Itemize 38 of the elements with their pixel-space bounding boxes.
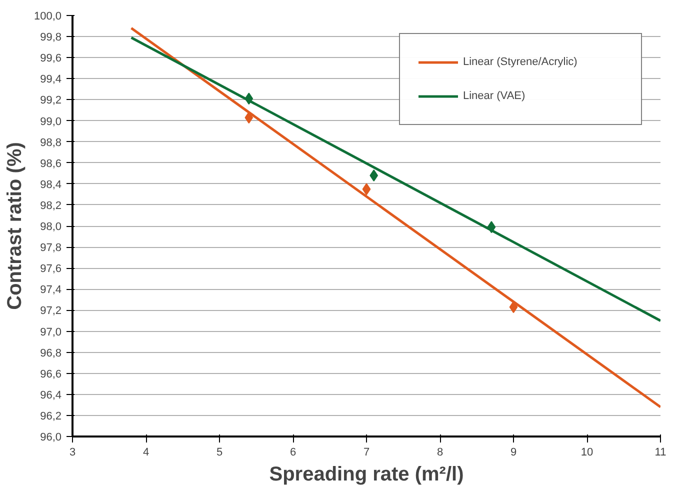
- y-tick-label: 97,0: [40, 326, 62, 338]
- y-tick-label: 98,2: [40, 200, 62, 212]
- point: [244, 112, 254, 124]
- y-tick-label: 98,4: [40, 178, 62, 191]
- y-tick-label: 98,0: [40, 221, 62, 233]
- legend-label: Linear (Styrene/Acrylic): [463, 56, 578, 68]
- y-tick-label: 97,2: [40, 305, 62, 318]
- x-tick-label: 5: [216, 446, 223, 458]
- x-tick-label: 9: [510, 446, 517, 458]
- y-tick-label: 97,8: [40, 242, 62, 254]
- point: [370, 169, 378, 182]
- y-tick-label: 99,0: [40, 116, 62, 128]
- y-tick-label: 99,2: [40, 94, 62, 107]
- y-tick-label: 96,8: [40, 347, 62, 360]
- y-tick-label: 100,0: [34, 10, 62, 22]
- point: [362, 183, 371, 196]
- x-tick-label: 4: [142, 446, 150, 458]
- y-tick-label: 99,6: [40, 52, 62, 65]
- y-axis-title: Contrast ratio (%): [4, 142, 26, 310]
- legend-label: Linear (VAE): [463, 90, 526, 102]
- y-tick-label: 97,4: [40, 284, 62, 296]
- point: [509, 301, 518, 314]
- y-tick-label: 98,6: [40, 158, 62, 170]
- x-tick-label: 8: [436, 446, 444, 458]
- x-tick-label: 10: [580, 446, 594, 458]
- x-tick-label: 6: [290, 446, 296, 458]
- y-tick-label: 99,8: [40, 32, 62, 44]
- x-tick-label: 7: [363, 446, 370, 458]
- y-tick-label: 96,4: [40, 389, 62, 402]
- y-tick-label: 96,0: [40, 432, 62, 444]
- x-tick-label: 11: [654, 446, 666, 458]
- y-tick-label: 98,8: [40, 136, 62, 149]
- x-tick-label: 3: [69, 446, 76, 458]
- y-tick-label: 97,6: [40, 263, 62, 276]
- y-tick-label: 99,4: [40, 74, 62, 86]
- x-axis-title: Spreading rate (m²/l): [269, 464, 464, 486]
- y-tick-label: 96,2: [40, 410, 62, 422]
- y-tick-label: 96,6: [40, 368, 62, 380]
